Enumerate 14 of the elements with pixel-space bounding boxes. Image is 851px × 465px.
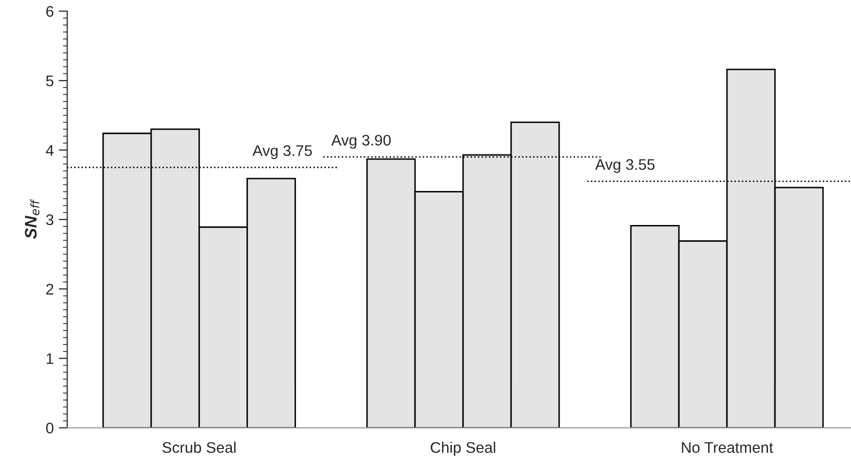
y-tick-label: 2 xyxy=(46,284,54,294)
y-tick-label: 6 xyxy=(46,6,54,17)
ref-line-label: Avg 3.90 xyxy=(331,134,391,149)
y-tick-label: 0 xyxy=(46,422,54,434)
ref-line-label: Avg 3.55 xyxy=(595,159,655,173)
y-axis-title: SN$_{eff}$ xyxy=(24,198,40,239)
ref-line-label: Avg 3.75 xyxy=(252,145,312,160)
y-tick-label: 3 xyxy=(46,214,54,226)
x-tick-label: No Treatment xyxy=(682,442,774,453)
y-tick-label: 1 xyxy=(46,353,54,364)
y-tick-label: 5 xyxy=(46,76,54,86)
x-tick-label: Scrub Seal xyxy=(162,442,236,453)
x-tick-label: Chip Seal xyxy=(430,442,496,456)
y-tick-label: 4 xyxy=(46,145,54,156)
